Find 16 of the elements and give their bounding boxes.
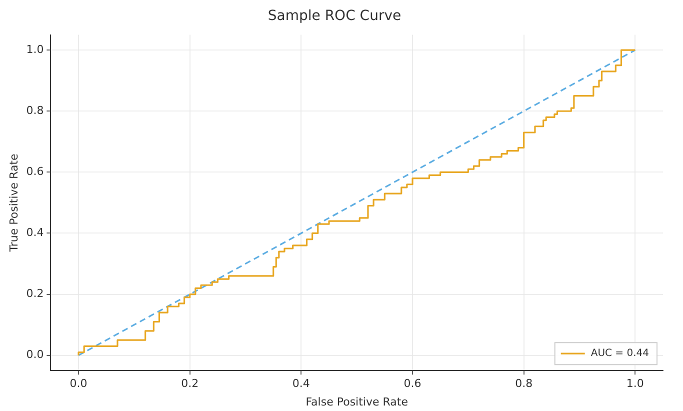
x-tick-label: 0.4 xyxy=(292,377,310,390)
y-tick-label: 0.0 xyxy=(26,348,44,362)
x-tick-label: 0.6 xyxy=(404,377,422,390)
x-axis-title: False Positive Rate xyxy=(306,395,408,408)
x-tick-label: 0.2 xyxy=(181,377,199,390)
chart-title: Sample ROC Curve xyxy=(268,8,402,24)
legend-label: AUC = 0.44 xyxy=(590,348,650,360)
y-tick-label: 0.2 xyxy=(26,287,44,300)
y-tick-label: 1.0 xyxy=(26,42,44,56)
y-tick-label: 0.6 xyxy=(26,165,44,178)
y-tick-label: 0.8 xyxy=(26,104,44,117)
x-tick-label: 0.8 xyxy=(515,377,533,390)
x-tick-label: 0.0 xyxy=(70,377,88,390)
x-tick-label: 1.0 xyxy=(626,377,644,390)
y-tick-label: 0.4 xyxy=(26,226,44,240)
y-axis-title: True Positive Rate xyxy=(7,153,20,253)
